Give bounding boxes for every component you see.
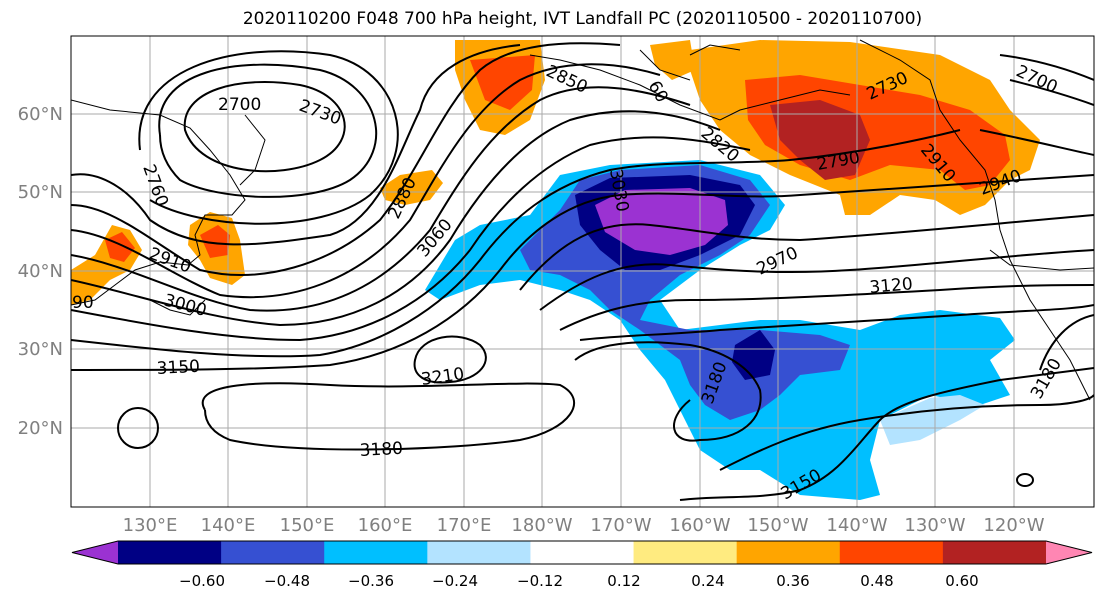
shading-japan-red-2 bbox=[105, 232, 135, 262]
shading-bering-red bbox=[470, 55, 535, 110]
contour-label: 2730 bbox=[296, 96, 343, 130]
lat-label: 20°N bbox=[18, 418, 63, 439]
coastlines bbox=[71, 39, 1094, 401]
contour-label: 3180 bbox=[1027, 355, 1066, 402]
contour-3150-west bbox=[71, 174, 1094, 371]
lon-label: 130°W bbox=[904, 515, 965, 536]
contour-label: 3000 bbox=[162, 291, 209, 322]
lat-label: 30°N bbox=[18, 339, 63, 360]
latitude-labels: 60°N 50°N 40°N 30°N 20°N bbox=[18, 104, 63, 439]
colorbar-swatch bbox=[530, 541, 635, 564]
lon-label: 150°E bbox=[280, 515, 335, 536]
contour-label: 60 bbox=[644, 78, 672, 107]
contour-label: 90 bbox=[72, 293, 94, 313]
lon-label: 170°W bbox=[590, 515, 651, 536]
shading-japan-red-1 bbox=[200, 225, 230, 258]
colorbar-swatch bbox=[118, 541, 222, 564]
colorbar-swatch bbox=[221, 541, 325, 564]
colorbar-tick-label: −0.36 bbox=[348, 572, 394, 590]
contour-2730 bbox=[158, 63, 377, 198]
colorbar-swatch bbox=[736, 541, 841, 564]
colorbar-swatch bbox=[324, 541, 428, 564]
lat-label: 60°N bbox=[18, 104, 63, 125]
colorbar-swatch bbox=[839, 541, 944, 564]
lon-label: 120°W bbox=[983, 515, 1044, 536]
lon-label: 150°W bbox=[747, 515, 808, 536]
colorbar-tick-labels: −0.60 −0.48 −0.36 −0.24 −0.12 0.12 0.24 … bbox=[179, 572, 979, 590]
colorbar-swatch bbox=[1046, 541, 1092, 564]
colorbar-tick-label: 0.36 bbox=[776, 572, 809, 590]
colorbar-tick-label: 0.12 bbox=[607, 572, 640, 590]
lat-label: 50°N bbox=[18, 182, 63, 203]
shading-kamchatka-orange bbox=[380, 170, 443, 205]
colorbar-swatches bbox=[72, 541, 1092, 564]
longitude-labels: 130°E 140°E 150°E 160°E 170°E 180°W 170°… bbox=[123, 515, 1045, 536]
lon-label: 180°W bbox=[511, 515, 572, 536]
lon-label: 140°W bbox=[826, 515, 887, 536]
colorbar-swatch bbox=[942, 541, 1047, 564]
lon-label: 140°E bbox=[201, 515, 256, 536]
contour-label: 2700 bbox=[218, 95, 261, 115]
lat-label: 40°N bbox=[18, 261, 63, 282]
colorbar-tick-label: 0.24 bbox=[691, 572, 724, 590]
colorbar-tick-label: −0.60 bbox=[179, 572, 225, 590]
contour-label: 2910 bbox=[146, 244, 193, 278]
contour-2700 bbox=[183, 81, 346, 173]
colorbar-outline bbox=[71, 540, 1093, 565]
shading-purple bbox=[595, 188, 728, 255]
colorbar-tick-label: −0.12 bbox=[517, 572, 563, 590]
lon-label: 130°E bbox=[123, 515, 178, 536]
contour-label: 3180 bbox=[359, 439, 403, 461]
colorbar: −0.60 −0.48 −0.36 −0.24 −0.12 0.12 0.24 … bbox=[71, 540, 1093, 590]
colorbar-tick-label: 0.48 bbox=[860, 572, 893, 590]
contour-label: 3120 bbox=[869, 274, 914, 298]
lon-label: 160°E bbox=[358, 515, 413, 536]
lon-label: 170°E bbox=[437, 515, 492, 536]
colorbar-swatch bbox=[427, 541, 531, 564]
contour-3150-east bbox=[679, 367, 1094, 501]
contour-label: 2760 bbox=[138, 162, 172, 209]
colorbar-tick-label: 0.60 bbox=[945, 572, 978, 590]
colorbar-tick-label: −0.24 bbox=[432, 572, 478, 590]
contour-3120 bbox=[559, 284, 1094, 331]
colorbar-tick-label: −0.48 bbox=[264, 572, 310, 590]
gridlines bbox=[71, 36, 1094, 507]
contour-3180 bbox=[201, 382, 575, 451]
colorbar-swatch bbox=[72, 541, 118, 564]
contour-label: 2970 bbox=[754, 243, 802, 279]
map-title: 2020110200 F048 700 hPa height, IVT Land… bbox=[242, 9, 923, 29]
shading-alaska-darkred bbox=[770, 100, 870, 180]
colorbar-swatch bbox=[633, 541, 738, 564]
lon-label: 160°W bbox=[669, 515, 730, 536]
map-frame bbox=[70, 35, 1095, 508]
height-contours bbox=[71, 42, 1094, 501]
contour-3210 bbox=[413, 335, 487, 384]
contour-label: 3150 bbox=[156, 357, 200, 379]
